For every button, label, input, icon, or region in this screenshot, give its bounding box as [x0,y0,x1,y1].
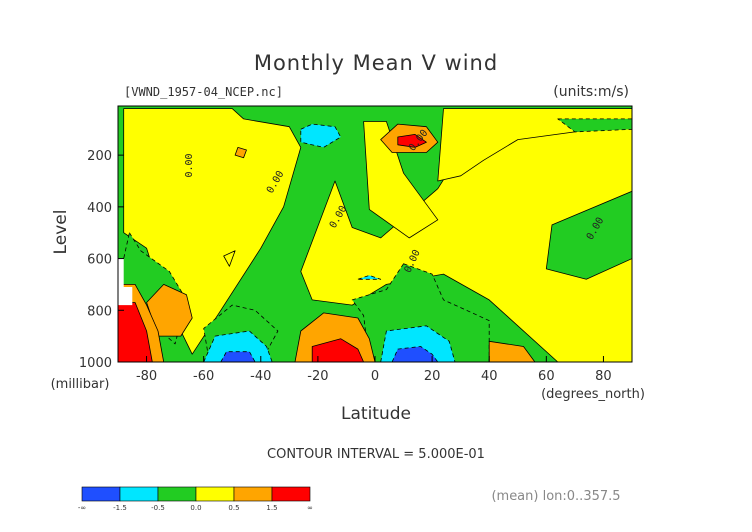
contour-region-8 [223,250,236,267]
chart-title: Monthly Mean V wind [254,51,498,75]
source-file-label: [VWND_1957-04_NCEP.nc] [124,85,283,99]
y-tick-label-2: 600 [87,253,112,268]
contour-region-22 [391,346,439,362]
contour-region-18 [357,274,382,280]
contour-region-15 [300,123,342,148]
colorbar-label-0: -∞ [78,504,86,512]
colorbar-swatch-3 [195,486,235,502]
colorbar-label-6: ∞ [307,504,313,512]
colorbar-swatch-1 [119,486,159,502]
y-axis-label: Level [51,210,71,255]
contour-region-14 [234,146,247,159]
colorbar-swatch-2 [157,486,197,502]
colorbar-label-5: 1.5 [266,504,277,512]
x-tick-label-7: 60 [538,369,555,384]
x-tick-label-6: 40 [481,369,498,384]
missing-data-region-0 [118,258,133,306]
x-axis-label: Latitude [341,404,411,424]
x-tick-label-4: 0 [371,369,379,384]
contour-region-19 [397,133,427,148]
contour-region-23 [220,351,256,362]
contour-region-20 [311,338,365,362]
x-tick-label-5: 20 [424,369,441,384]
contour-region-16 [203,330,273,362]
units-label: (units:m/s) [553,84,629,100]
contour-region-2 [363,121,439,239]
x-tick-label-8: 80 [595,369,612,384]
y-tick-label-4: 1000 [79,356,112,371]
contour-region-7 [557,118,632,133]
colorbar-label-4: 0.5 [228,504,239,512]
colorbar-swatch-4 [233,486,273,502]
y-tick-label-0: 200 [87,149,112,164]
x-tick-label-2: -40 [250,369,271,384]
x-axis-units: (degrees_north) [541,387,645,402]
colorbar-label-1: -1.5 [113,504,127,512]
contour-region-10 [146,283,193,337]
colorbar-label-2: -0.5 [151,504,165,512]
x-tick-label-3: -20 [307,369,328,384]
contour-region-13 [488,340,536,362]
x-tick-label-1: -60 [193,369,214,384]
contour-zero-label-0: 0.00 [184,153,195,177]
colorbar-swatch-5 [271,486,311,502]
y-tick-label-1: 400 [87,201,112,216]
x-tick-label-0: -80 [136,369,157,384]
y-axis-units: (millibar) [51,377,110,392]
colorbar: -∞ -1.5 -0.5 0.0 0.5 1.5 ∞ [78,486,313,512]
y-tick-label-3: 800 [87,304,112,319]
average-text: (mean) lon:0..357.5 [491,489,620,504]
contour-interval-text: CONTOUR INTERVAL = 5.000E-01 [267,447,485,462]
colorbar-swatch-0 [81,486,121,502]
plot-area: 0.000.000.000.000.000.00 [118,106,632,362]
colorbar-label-3: 0.0 [190,504,201,512]
